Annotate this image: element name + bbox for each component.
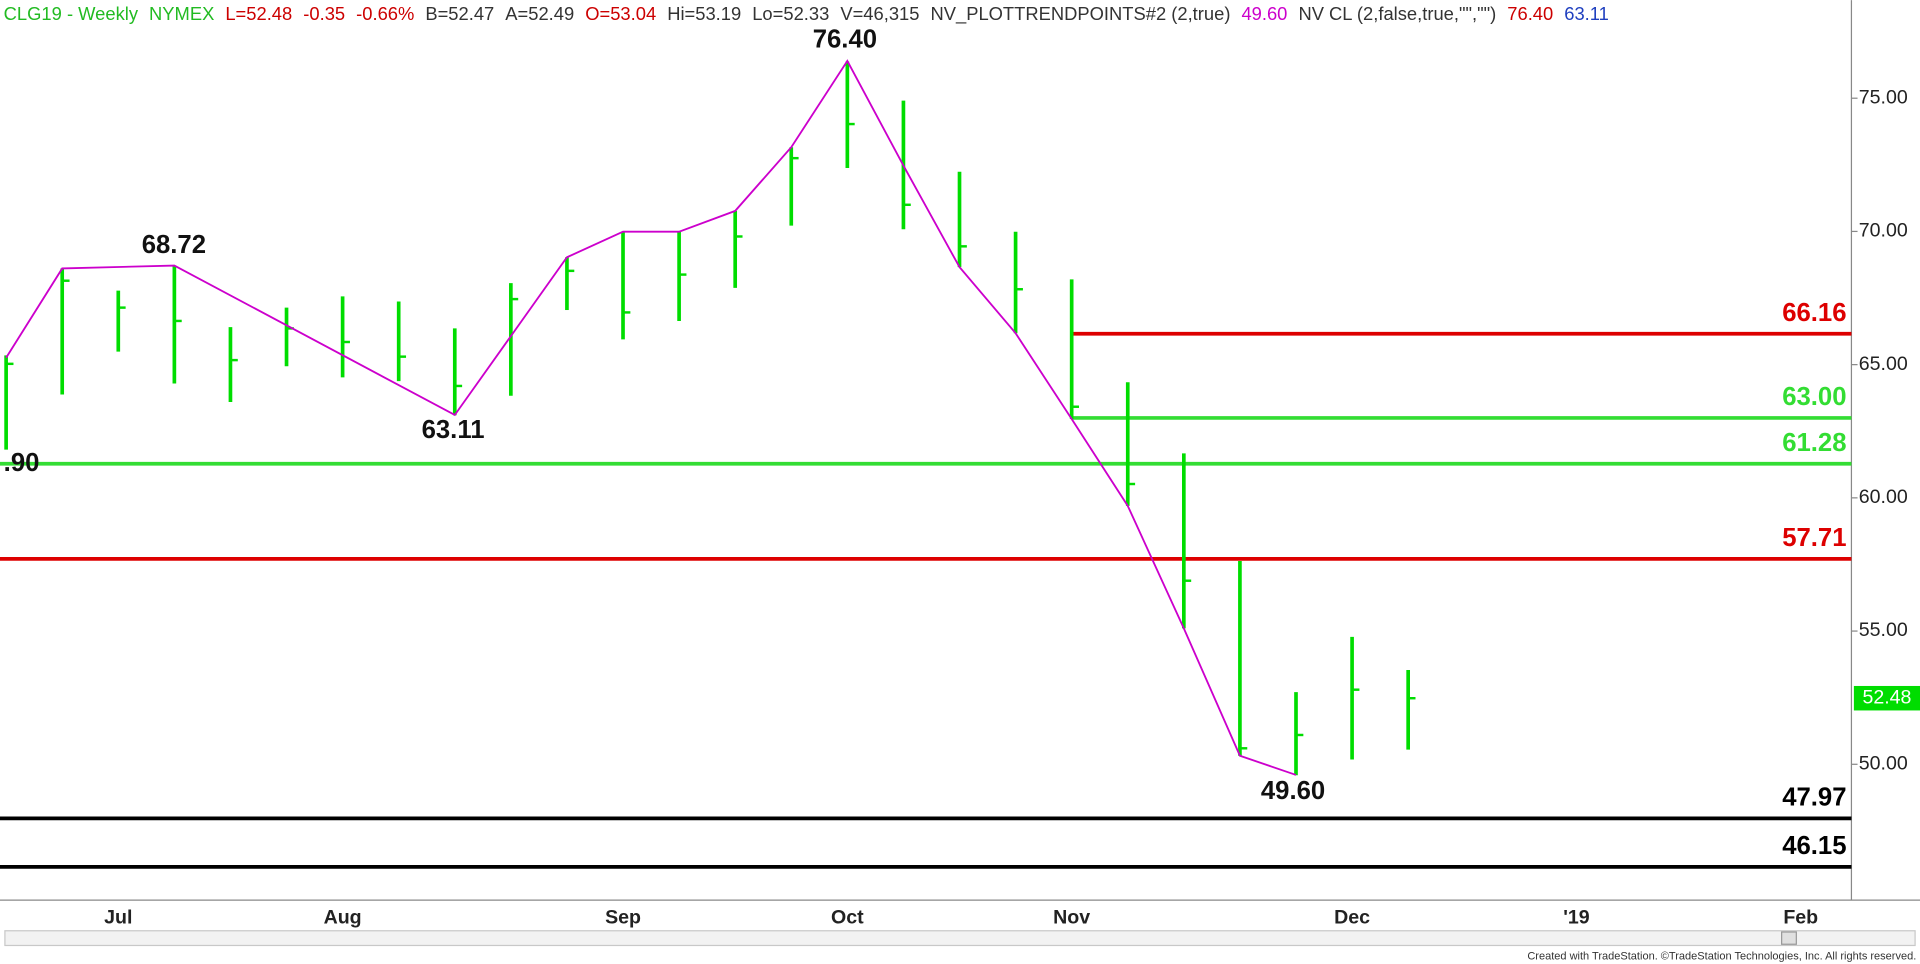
header-item: NYMEX	[149, 3, 214, 24]
header-item: NV CL (2,false,true,"","")	[1298, 3, 1496, 24]
x-tick-label: Sep	[605, 907, 641, 929]
header-item: CLG19 - Weekly	[4, 3, 139, 24]
level-label: 61.28	[1782, 429, 1846, 457]
x-tick-label: Aug	[324, 907, 362, 929]
y-tick-label: 55.00	[1859, 619, 1908, 641]
x-tick-label: Nov	[1053, 907, 1090, 929]
header-item: 76.40	[1507, 3, 1553, 24]
footer: Created with TradeStation. ©TradeStation…	[1527, 950, 1916, 962]
level-label: 46.15	[1782, 832, 1846, 860]
header-item: Hi=53.19	[667, 3, 741, 24]
header-item: 63.11	[1564, 3, 1609, 24]
scrollbar[interactable]	[4, 930, 1916, 947]
y-tick-label: 50.00	[1859, 752, 1908, 774]
level-label: 47.97	[1782, 784, 1846, 812]
trend-point-label: 63.11	[422, 416, 485, 444]
x-tick-label: Feb	[1783, 907, 1818, 929]
last-price-label: 52.48	[1862, 686, 1911, 708]
scrollbar-thumb[interactable]	[1781, 931, 1797, 945]
header-item: 49.60	[1241, 3, 1287, 24]
header-item: L=52.48	[225, 3, 292, 24]
x-tick-label: Oct	[831, 907, 864, 929]
y-tick-label: 75.00	[1859, 86, 1908, 108]
y-tick-label: 70.00	[1859, 220, 1908, 242]
trend-line	[5, 59, 1297, 776]
header-item: O=53.04	[585, 3, 656, 24]
header-item: V=46,315	[840, 3, 919, 24]
last-price-box	[1853, 685, 1920, 711]
header-item: B=52.47	[425, 3, 494, 24]
trend-point-label: 49.60	[1261, 777, 1325, 805]
header: CLG19 - Weekly NYMEX L=52.48 -0.35 -0.66% B=5…	[4, 3, 1609, 25]
trend-point-label: .90	[4, 449, 40, 477]
header-item: NV_PLOTTRENDPOINTS#2 (2,true)	[930, 3, 1230, 25]
header-item: -0.66%	[356, 3, 414, 24]
y-tick-label: 65.00	[1859, 353, 1908, 375]
header-item: A=52.49	[505, 3, 574, 24]
y-tick-label: 60.00	[1859, 486, 1908, 508]
x-tick-label: '19	[1563, 907, 1590, 929]
level-label: 57.71	[1782, 524, 1846, 552]
level-label: 66.16	[1782, 299, 1846, 327]
trend-point-label: 68.72	[142, 231, 206, 259]
level-label: 63.00	[1782, 383, 1846, 411]
trend-point-label: 76.40	[813, 25, 877, 53]
x-tick-label: Dec	[1334, 907, 1370, 929]
header-item: Lo=52.33	[752, 3, 829, 24]
header-item: -0.35	[303, 3, 345, 24]
x-tick-label: Jul	[104, 907, 132, 929]
